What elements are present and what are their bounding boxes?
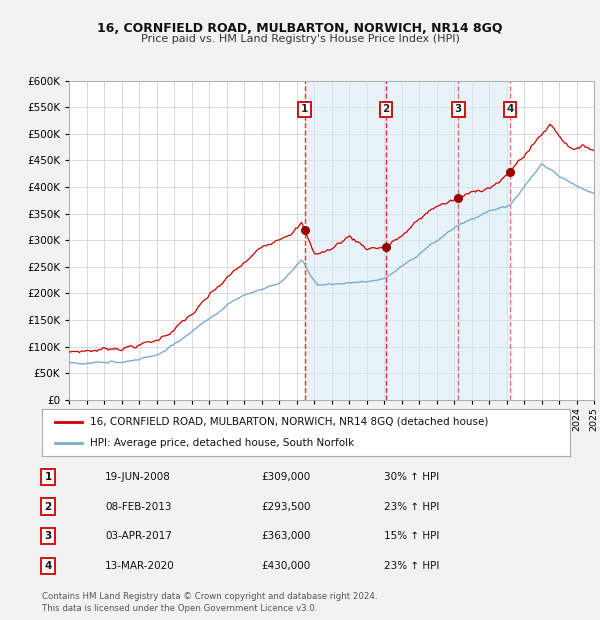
Text: £309,000: £309,000 <box>261 472 310 482</box>
Text: 03-APR-2017: 03-APR-2017 <box>105 531 172 541</box>
Text: 23% ↑ HPI: 23% ↑ HPI <box>384 502 439 512</box>
Text: 13-MAR-2020: 13-MAR-2020 <box>105 561 175 571</box>
Text: £363,000: £363,000 <box>261 531 310 541</box>
Text: Contains HM Land Registry data © Crown copyright and database right 2024.
This d: Contains HM Land Registry data © Crown c… <box>42 591 377 613</box>
Text: 1: 1 <box>301 104 308 114</box>
Text: 15% ↑ HPI: 15% ↑ HPI <box>384 531 439 541</box>
Text: 30% ↑ HPI: 30% ↑ HPI <box>384 472 439 482</box>
Text: 1: 1 <box>44 472 52 482</box>
Text: HPI: Average price, detached house, South Norfolk: HPI: Average price, detached house, Sout… <box>89 438 354 448</box>
Text: 19-JUN-2008: 19-JUN-2008 <box>105 472 171 482</box>
Text: 16, CORNFIELD ROAD, MULBARTON, NORWICH, NR14 8GQ: 16, CORNFIELD ROAD, MULBARTON, NORWICH, … <box>97 22 503 35</box>
Text: 3: 3 <box>44 531 52 541</box>
Text: £430,000: £430,000 <box>261 561 310 571</box>
Text: 2: 2 <box>382 104 389 114</box>
Text: 2: 2 <box>44 502 52 512</box>
Text: 08-FEB-2013: 08-FEB-2013 <box>105 502 172 512</box>
Text: 23% ↑ HPI: 23% ↑ HPI <box>384 561 439 571</box>
Text: 3: 3 <box>455 104 462 114</box>
Text: 4: 4 <box>44 561 52 571</box>
Text: Price paid vs. HM Land Registry's House Price Index (HPI): Price paid vs. HM Land Registry's House … <box>140 34 460 44</box>
Text: 16, CORNFIELD ROAD, MULBARTON, NORWICH, NR14 8GQ (detached house): 16, CORNFIELD ROAD, MULBARTON, NORWICH, … <box>89 417 488 427</box>
Text: 4: 4 <box>506 104 514 114</box>
Text: £293,500: £293,500 <box>261 502 311 512</box>
